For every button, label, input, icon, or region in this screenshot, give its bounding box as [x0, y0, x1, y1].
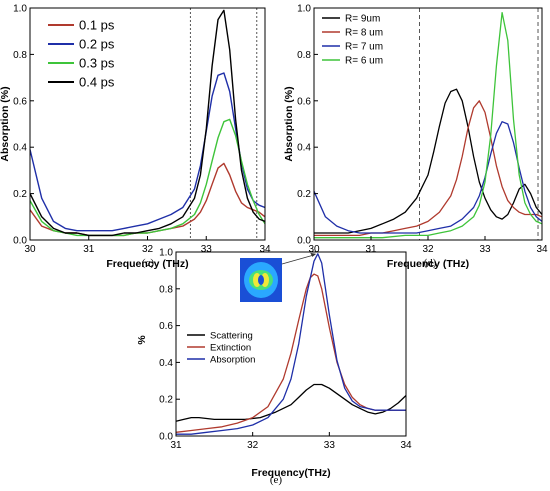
- y-tick-label: 0.8: [297, 50, 311, 61]
- legend-label: R= 6 um: [345, 56, 383, 67]
- x-axis-label: Frequency(THz): [251, 467, 330, 479]
- x-tick-label: 34: [400, 440, 412, 451]
- y-tick-label: 0.0: [13, 236, 27, 247]
- y-tick-label: 1.0: [159, 248, 173, 259]
- x-tick-label: 33: [324, 440, 336, 451]
- legend-label: Absorption: [210, 354, 255, 365]
- x-tick-label: 32: [422, 244, 434, 255]
- y-tick-label: 0.4: [159, 358, 173, 369]
- chart-panel-2: 31 32 33 34 0.0 0.2 0.4 0.6 0.8 1.0 Frequency(THz)…: [136, 248, 412, 487]
- chart-panel-1: 30 31 32 33 34 0.0 0.2 0.4 0.6 0.8 1.0 Frequency (T…: [283, 4, 548, 271]
- y-tick-label: 0.2: [13, 189, 27, 200]
- series-line-0-1-ps: [29, 162, 266, 237]
- x-tick-label: 33: [479, 244, 491, 255]
- y-tick-label: 0.2: [297, 189, 311, 200]
- x-tick-label: 33: [201, 244, 213, 255]
- panel-label: (d): [424, 257, 437, 269]
- plot-frame: [175, 251, 407, 437]
- y-tick-label: 0.6: [297, 96, 311, 107]
- series-line-0-2-ps: [29, 72, 266, 232]
- series-line-0-3-ps: [29, 118, 266, 237]
- x-tick-label: 31: [83, 244, 95, 255]
- series-line-0-4-ps: [29, 9, 266, 237]
- x-tick-label: 32: [142, 244, 154, 255]
- y-tick-label: 0.4: [13, 143, 27, 154]
- y-tick-label: 0.0: [159, 432, 173, 443]
- legend-label: R= 9um: [345, 14, 380, 25]
- inset-arrow-head: [310, 252, 317, 257]
- x-tick-label: 31: [170, 440, 182, 451]
- x-tick-label: 30: [308, 244, 320, 255]
- x-tick-label: 34: [259, 244, 271, 255]
- field-map-inset: [240, 252, 317, 302]
- y-tick-label: 0.6: [13, 96, 27, 107]
- x-axis-label: Frequency (THz): [387, 258, 469, 270]
- x-tick-label: 31: [365, 244, 377, 255]
- y-tick-label: 0.0: [297, 236, 311, 247]
- series-line-r-7-um: [313, 121, 543, 234]
- series-line-absorption: [176, 253, 406, 435]
- plot-frame: [29, 7, 266, 241]
- series-line-scattering: [175, 383, 407, 422]
- legend-label: R= 8 um: [345, 28, 383, 39]
- panel-label: (e): [270, 474, 283, 486]
- legend-label: 0.2 ps: [79, 37, 115, 52]
- inset-core: [258, 275, 264, 285]
- y-tick-label: 0.8: [13, 50, 27, 61]
- series-line-r-9um: [314, 88, 543, 234]
- panel-label: (c): [142, 257, 155, 269]
- y-tick-label: 0.2: [159, 395, 173, 406]
- legend-label: Scattering: [210, 330, 253, 341]
- y-axis-label: Absorption (%): [283, 86, 295, 161]
- x-tick-label: 32: [247, 440, 259, 451]
- legend-label: 0.3 ps: [79, 56, 115, 71]
- y-tick-label: 0.8: [159, 284, 173, 295]
- x-tick-label: 34: [536, 244, 548, 255]
- legend-label: Extinction: [210, 342, 251, 353]
- y-axis-label: Absorption (%): [0, 86, 11, 161]
- legend-label: 0.4 ps: [79, 75, 115, 90]
- y-tick-label: 0.6: [159, 321, 173, 332]
- series-line-r-6-um: [314, 11, 543, 239]
- x-axis-label: Frequency (THz): [106, 258, 188, 270]
- legend-label: R= 7 um: [345, 42, 383, 53]
- y-tick-label: 1.0: [13, 4, 27, 15]
- y-tick-label: 1.0: [297, 4, 311, 15]
- x-tick-label: 30: [24, 244, 36, 255]
- y-axis-label: %: [136, 335, 148, 345]
- series-line-r-8-um: [314, 100, 543, 237]
- inset-arrow: [281, 254, 315, 265]
- legend-label: 0.1 ps: [79, 18, 115, 33]
- y-tick-label: 0.4: [297, 143, 311, 154]
